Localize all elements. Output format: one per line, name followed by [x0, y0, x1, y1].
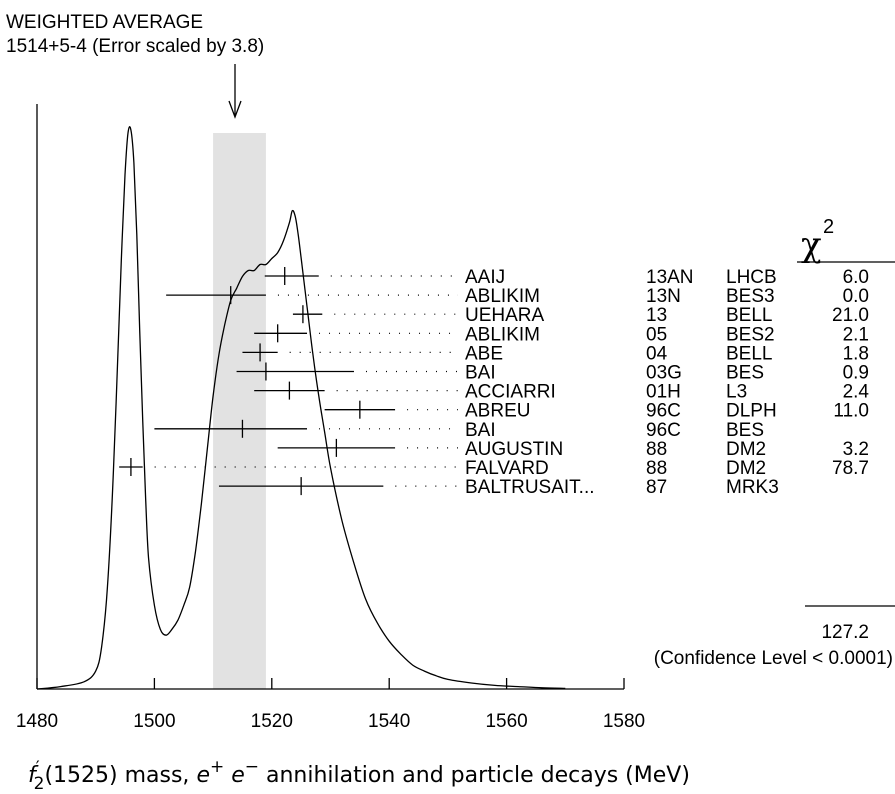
- x-tick-label: 1500: [133, 711, 175, 732]
- xlabel-subscript: 2: [34, 774, 45, 794]
- measurement-row: AAIJ 13AN LHCB 6.0: [264, 267, 869, 288]
- measurement-chi2: 2.4: [843, 382, 870, 403]
- measurement-author: ABLIKIM: [465, 324, 540, 345]
- measurement-author: ABREU: [465, 401, 530, 422]
- measurement-experiment: MRK3: [726, 477, 779, 498]
- measurement-chi2: 0.0: [843, 286, 869, 307]
- measurement-experiment: DM2: [726, 439, 766, 460]
- chi2-header: χ 2: [801, 216, 834, 265]
- measurement-chi2: 1.8: [843, 343, 869, 364]
- xlabel-e-plus: e: [196, 763, 210, 788]
- chi2-symbol: χ: [801, 225, 822, 265]
- xlabel-prime: ′: [36, 758, 40, 778]
- xlabel-part-2: annihilation and particle decays (MeV): [259, 763, 690, 788]
- chi2-total: 127.2: [821, 622, 869, 643]
- measurement-ref: 13N: [646, 286, 681, 307]
- measurement-experiment: BES3: [726, 286, 775, 307]
- measurement-author: BAI: [465, 363, 496, 384]
- measurement-chi2: 11.0: [833, 401, 869, 422]
- measurement-ref: 96C: [646, 401, 681, 422]
- measurement-row: AUGUSTIN 88 DM2 3.2: [277, 438, 869, 460]
- measurement-experiment: BES: [726, 420, 764, 441]
- measurement-ref: 88: [646, 458, 667, 479]
- xlabel-part-1: (1525) mass,: [44, 763, 196, 788]
- measurement-ref: 13: [646, 305, 667, 326]
- measurement-row: BAI 96C BES: [154, 419, 764, 441]
- measurement-row: FALVARD 88 DM2 78.7: [119, 458, 869, 479]
- confidence-level: (Confidence Level < 0.0001): [654, 648, 893, 669]
- measurement-chi2: 2.1: [843, 324, 869, 345]
- measurement-ref: 88: [646, 439, 667, 460]
- measurement-ref: 05: [646, 324, 667, 345]
- measurement-row: ABE 04 BELL 1.8: [242, 343, 869, 364]
- measurement-row: ABREU 96C DLPH 11.0: [324, 400, 869, 422]
- x-axis-label: f′ 2(1525) mass, e+ e− annihilation and p…: [28, 757, 690, 794]
- x-tick-label: 1560: [485, 711, 527, 732]
- xlabel-e-minus: e: [224, 763, 245, 788]
- measurement-author: FALVARD: [465, 458, 549, 479]
- measurement-experiment: BES2: [726, 324, 775, 345]
- measurement-ref: 01H: [646, 382, 681, 403]
- weighted-average-band: [213, 133, 266, 689]
- weighted-average-arrow: [228, 64, 242, 119]
- measurement-author: ABLIKIM: [465, 286, 540, 307]
- measurement-experiment: BELL: [726, 343, 772, 364]
- measurement-ref: 96C: [646, 420, 681, 441]
- measurement-author: ABE: [465, 343, 503, 364]
- measurement-experiment: DM2: [726, 458, 766, 479]
- chi2-superscript: 2: [823, 216, 834, 238]
- xlabel-plus: +: [210, 757, 224, 777]
- measurement-author: ACCIARRI: [465, 382, 556, 403]
- measurement-row: BALTRUSAIT... 87 MRK3: [218, 477, 779, 498]
- measurement-ref: 03G: [646, 363, 682, 384]
- measurement-chi2: 3.2: [843, 439, 869, 460]
- measurement-ref: 13AN: [646, 267, 694, 288]
- x-tick-label: 1540: [368, 711, 410, 732]
- measurement-ref: 87: [646, 477, 667, 498]
- xlabel-minus: −: [245, 757, 259, 777]
- measurement-experiment: L3: [726, 382, 747, 403]
- measurement-author: AUGUSTIN: [465, 439, 563, 460]
- measurement-author: BAI: [465, 420, 496, 441]
- measurement-rows: AAIJ 13AN LHCB 6.0 ABLIKIM 13N BES3 0.0 UEHARA 13…: [119, 267, 869, 498]
- ideogram-curve: [36, 126, 566, 690]
- measurement-experiment: DLPH: [726, 401, 777, 422]
- x-tick-label: 1480: [16, 711, 58, 732]
- measurement-experiment: LHCB: [726, 267, 777, 288]
- measurement-row: ABLIKIM 13N BES3 0.0: [166, 286, 869, 307]
- measurement-row: UEHARA 13 BELL 21.0: [292, 305, 869, 326]
- measurement-chi2: 0.9: [843, 363, 869, 384]
- measurement-chi2: 21.0: [832, 305, 869, 326]
- measurement-author: BALTRUSAIT...: [465, 477, 595, 498]
- measurement-ref: 04: [646, 343, 668, 364]
- measurement-experiment: BELL: [726, 305, 772, 326]
- measurement-chi2: 6.0: [843, 267, 869, 288]
- chart-title: WEIGHTED AVERAGE: [6, 12, 203, 33]
- measurement-row: ACCIARRI 01H L3 2.4: [254, 381, 870, 403]
- xlabel-f: f: [28, 763, 39, 788]
- x-tick-label: 1580: [603, 711, 645, 732]
- measurement-row: ABLIKIM 05 BES2 2.1: [254, 324, 869, 345]
- measurement-chi2: 78.7: [832, 458, 869, 479]
- measurement-experiment: BES: [726, 363, 764, 384]
- x-tick-label: 1520: [251, 711, 293, 732]
- measurement-author: AAIJ: [465, 267, 505, 288]
- measurement-author: UEHARA: [465, 305, 545, 326]
- x-axis-ticks: 1480 1500 1520 1540 1560 1580: [16, 678, 645, 732]
- chart-subtitle: 1514+5-4 (Error scaled by 3.8): [6, 36, 264, 57]
- measurement-row: BAI 03G BES 0.9: [236, 362, 869, 384]
